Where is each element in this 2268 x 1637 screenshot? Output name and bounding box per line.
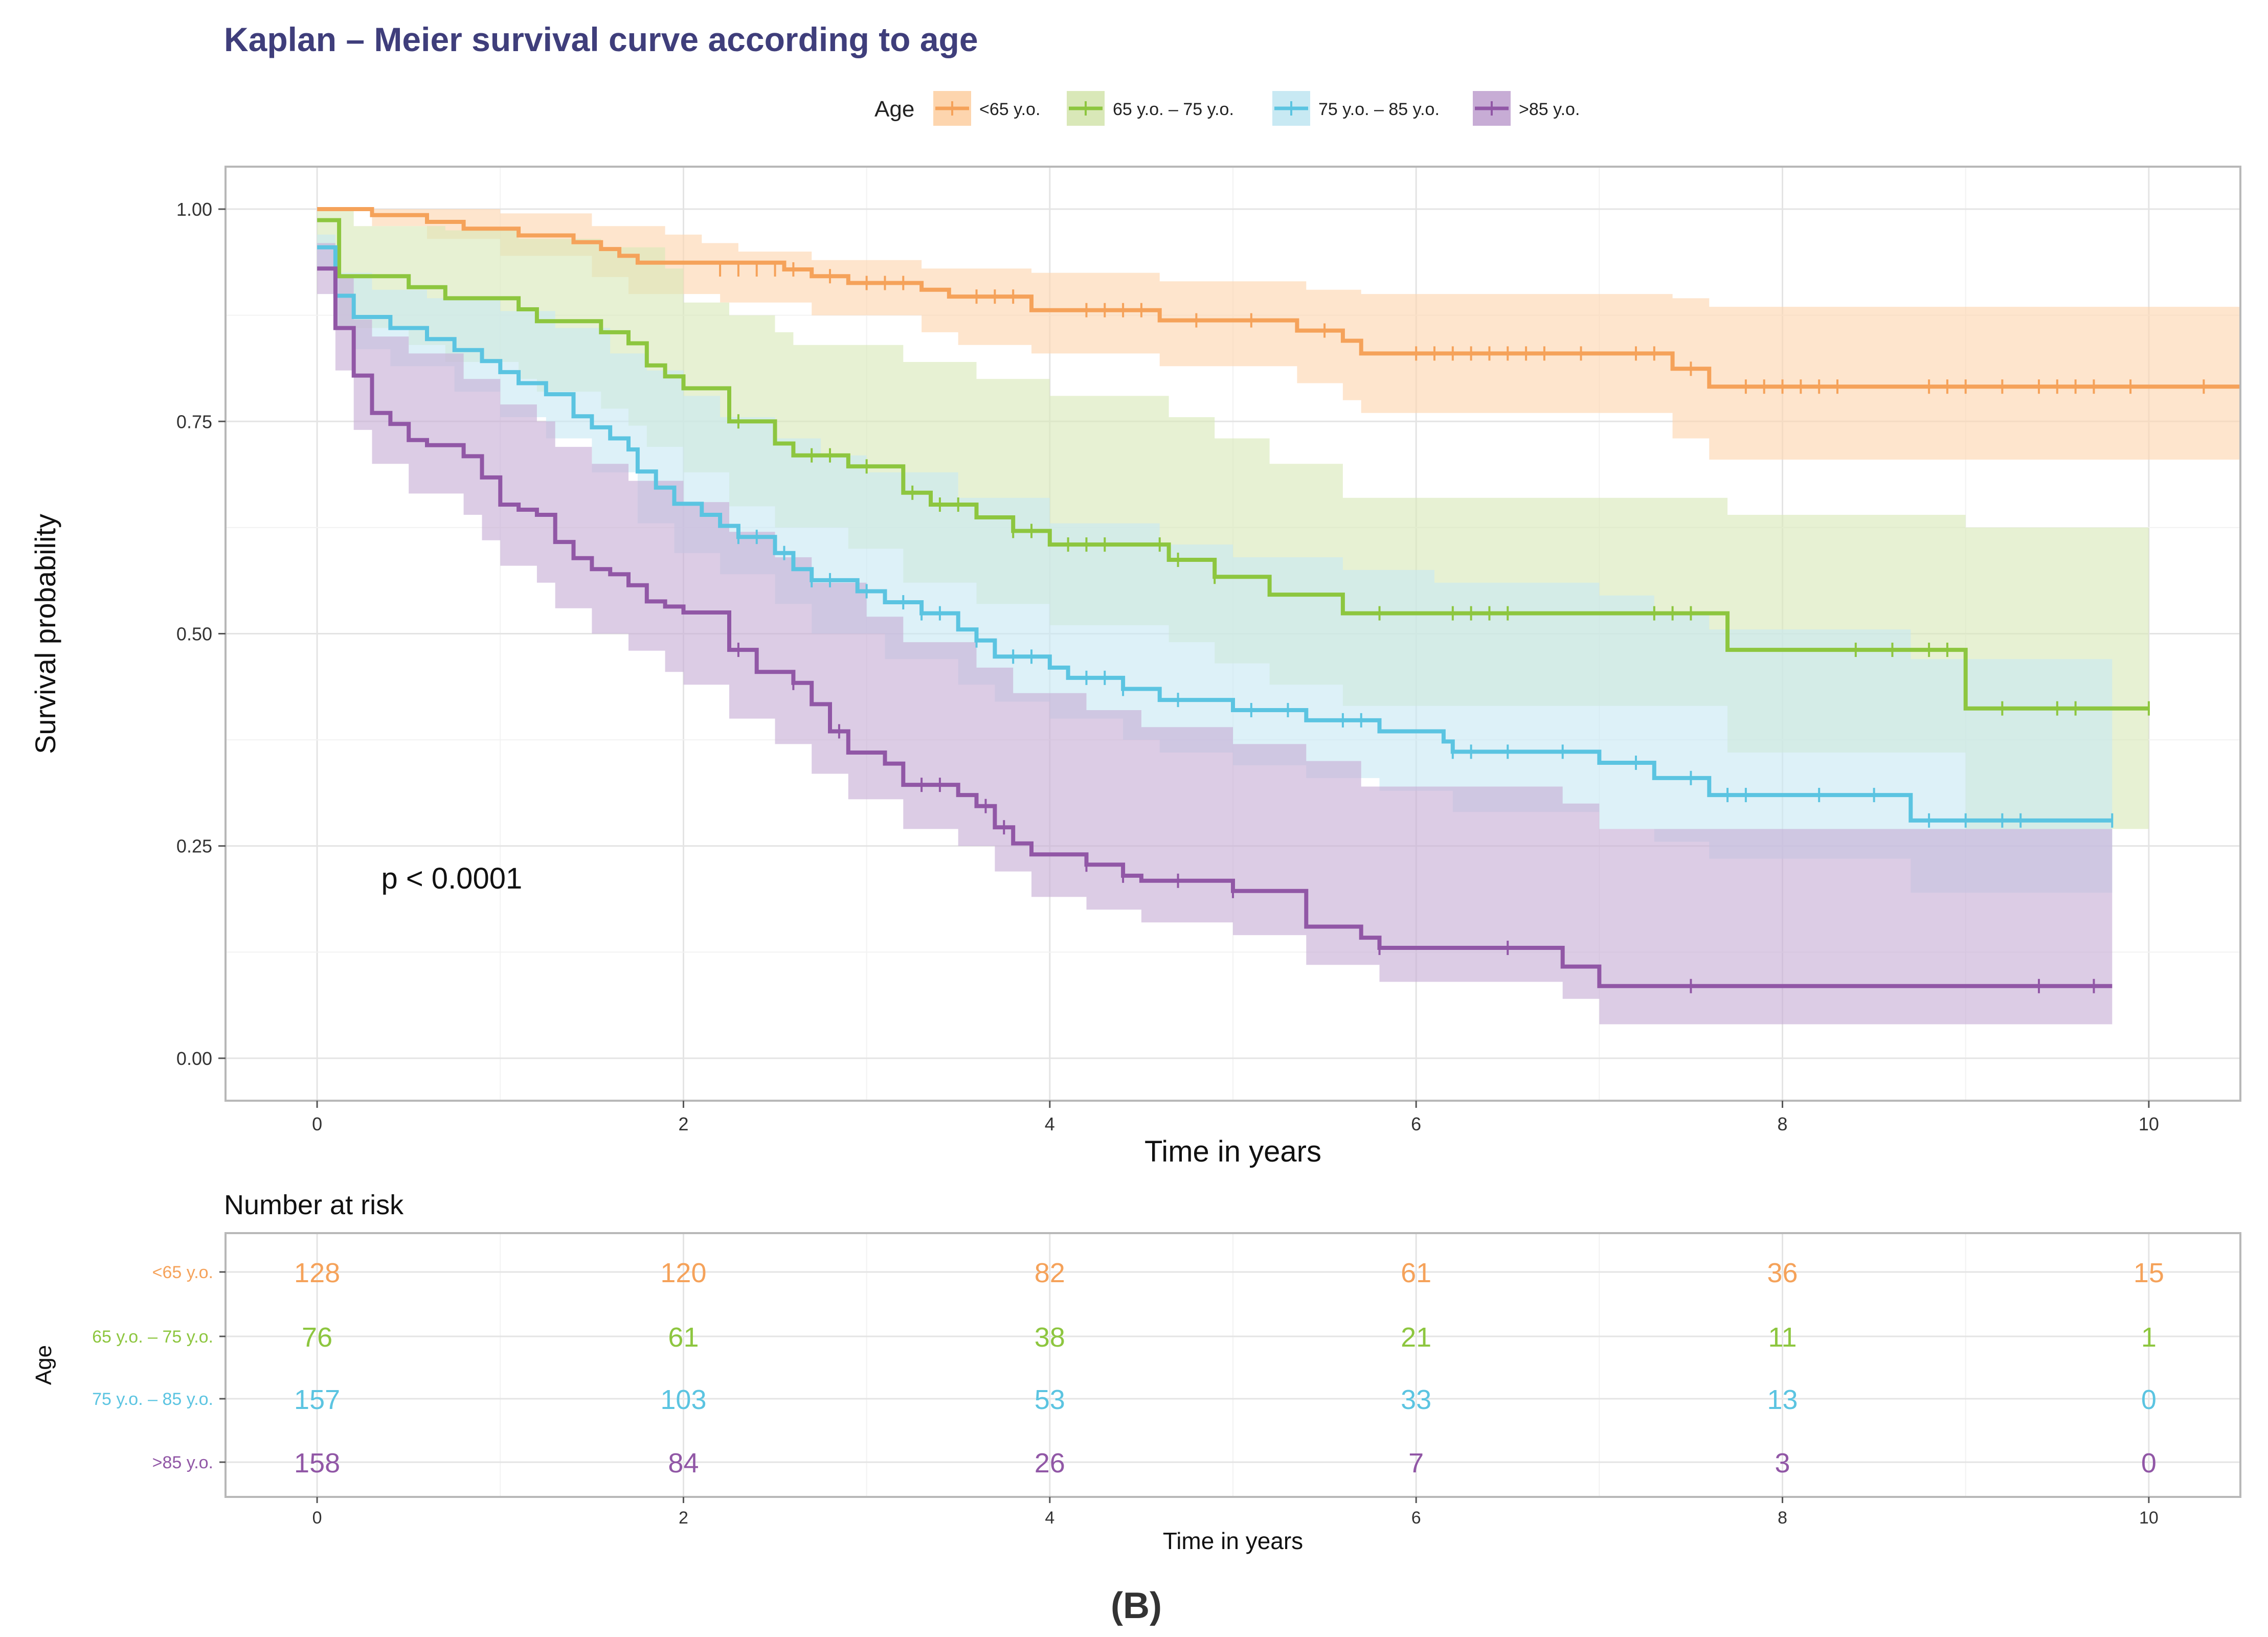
risk-cell: 33 xyxy=(1401,1384,1431,1415)
risk-cell: 3 xyxy=(1775,1448,1790,1479)
risk-x-tick-label: 8 xyxy=(1778,1508,1787,1528)
risk-cell: 26 xyxy=(1035,1448,1065,1479)
risk-y-axis-label: Age xyxy=(31,1345,56,1385)
risk-cell: 61 xyxy=(668,1322,699,1353)
risk-table-title: Number at risk xyxy=(224,1190,404,1220)
risk-cell: 11 xyxy=(1768,1322,1797,1353)
risk-cell: 1 xyxy=(2141,1322,2157,1353)
risk-x-tick-label: 2 xyxy=(679,1508,688,1528)
risk-cell: 128 xyxy=(294,1258,340,1288)
confidence-band-gt-85-y-o xyxy=(317,243,2113,1025)
censor-marks xyxy=(719,262,2205,993)
x-tick-label: 4 xyxy=(1045,1113,1055,1134)
legend-entry-75-y-o-85-y-o: 75 y.o. – 85 y.o. xyxy=(1272,91,1440,126)
y-axis-label: Survival probability xyxy=(29,514,61,754)
risk-x-tick-label: 4 xyxy=(1045,1508,1054,1528)
legend-label: <65 y.o. xyxy=(979,100,1040,119)
legend-entry-lt-65-y-o: <65 y.o. xyxy=(933,91,1040,126)
y-tick-label: 0.25 xyxy=(176,836,212,857)
risk-cell: 38 xyxy=(1035,1322,1065,1353)
risk-cell: 158 xyxy=(294,1448,340,1479)
p-value-annotation: p < 0.0001 xyxy=(381,862,522,895)
x-tick-label: 10 xyxy=(2139,1113,2159,1134)
risk-cell: 120 xyxy=(660,1258,706,1288)
confidence-band-lt-65-y-o xyxy=(317,209,2240,460)
risk-cell: 0 xyxy=(2141,1384,2157,1415)
risk-cell: 36 xyxy=(1767,1258,1798,1288)
legend: Age <65 y.o. 65 y.o. – 75 y.o. 75 y.o. – 8… xyxy=(874,91,1580,126)
x-tick-label: 2 xyxy=(678,1113,688,1134)
risk-x-tick-label: 6 xyxy=(1411,1508,1421,1528)
risk-x-axis-label: Time in years xyxy=(1163,1528,1303,1554)
risk-x-axis-ticks: 0 2 4 6 8 10 xyxy=(312,1497,2159,1528)
y-tick-label: 0.50 xyxy=(176,624,212,645)
risk-x-tick-label: 0 xyxy=(312,1508,322,1528)
risk-grid-lines xyxy=(226,1233,2240,1497)
risk-cell: 76 xyxy=(302,1322,332,1353)
risk-table-border xyxy=(224,1232,2241,1498)
survival-curve-65-y-o-75-y-o xyxy=(317,218,2149,711)
risk-cell: 7 xyxy=(1408,1448,1424,1479)
risk-row-label: <65 y.o. xyxy=(152,1263,213,1282)
legend-label: 75 y.o. – 85 y.o. xyxy=(1318,100,1440,119)
y-axis-ticks: 0.00 0.25 0.50 0.75 1.00 xyxy=(176,199,226,1069)
risk-row-label: >85 y.o. xyxy=(152,1453,213,1472)
x-axis-label: Time in years xyxy=(1144,1135,1321,1168)
risk-cell: 0 xyxy=(2141,1448,2157,1479)
risk-cell: 13 xyxy=(1767,1384,1798,1415)
risk-x-tick-label: 10 xyxy=(2139,1508,2159,1528)
x-axis-ticks: 0 2 4 6 8 10 xyxy=(312,1101,2159,1134)
chart-title: Kaplan – Meier survival curve according … xyxy=(224,20,978,58)
legend-entry-gt-85-y-o: >85 y.o. xyxy=(1473,91,1580,126)
legend-label: >85 y.o. xyxy=(1519,100,1580,119)
survival-plot-panel: 0.00 0.25 0.50 0.75 1.00 0 2 4 6 8 10 p < 0.0001 xyxy=(176,166,2241,1134)
risk-cell: 157 xyxy=(294,1384,340,1415)
risk-cell: 103 xyxy=(660,1384,706,1415)
y-tick-label: 0.75 xyxy=(176,411,212,432)
risk-cell: 53 xyxy=(1035,1384,1065,1415)
risk-row-labels: <65 y.o. 65 y.o. – 75 y.o. 75 y.o. – 85 y.… xyxy=(92,1263,226,1472)
x-tick-label: 0 xyxy=(312,1113,322,1134)
risk-cell: 82 xyxy=(1035,1258,1065,1288)
legend-title: Age xyxy=(874,97,914,122)
risk-row-label: 65 y.o. – 75 y.o. xyxy=(92,1327,213,1347)
risk-cell: 84 xyxy=(668,1448,699,1479)
y-tick-label: 1.00 xyxy=(176,199,212,220)
risk-row-label: 75 y.o. – 85 y.o. xyxy=(92,1390,213,1409)
risk-cell: 61 xyxy=(1401,1258,1431,1288)
survival-curve-gt-85-y-o xyxy=(317,266,2113,988)
x-tick-label: 8 xyxy=(1778,1113,1788,1134)
risk-cell: 15 xyxy=(2134,1258,2164,1288)
x-tick-label: 6 xyxy=(1411,1113,1421,1134)
legend-label: 65 y.o. – 75 y.o. xyxy=(1113,100,1234,119)
survival-curve-75-y-o-85-y-o xyxy=(317,245,2113,823)
figure-caption: (B) xyxy=(1111,1585,1162,1626)
y-tick-label: 0.00 xyxy=(176,1048,212,1069)
legend-entry-65-y-o-75-y-o: 65 y.o. – 75 y.o. xyxy=(1067,91,1234,126)
risk-cell: 21 xyxy=(1401,1322,1431,1353)
